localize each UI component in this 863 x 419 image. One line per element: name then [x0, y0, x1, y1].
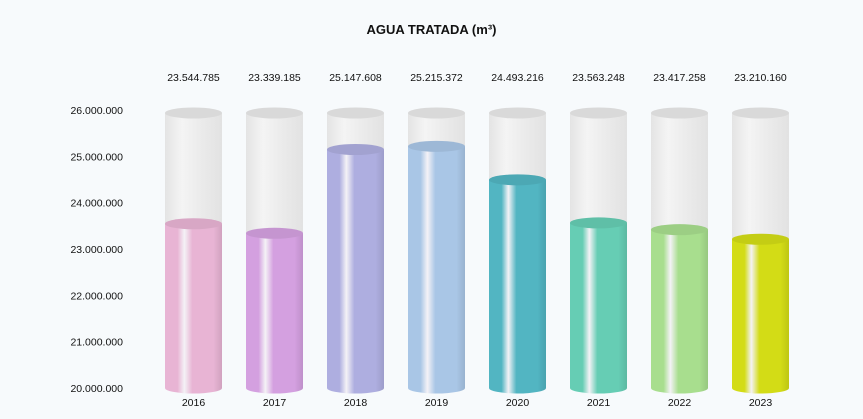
bar-empty-cap	[246, 107, 303, 119]
bar	[732, 239, 789, 388]
y-tick-label: 24.000.000	[70, 198, 123, 210]
bar-empty-cap	[408, 107, 465, 119]
bar-base	[165, 382, 222, 394]
bar-top-cap	[651, 224, 708, 236]
bar	[651, 229, 708, 388]
x-tick-label: 2019	[425, 397, 449, 409]
data-label: 24.493.216	[491, 72, 544, 84]
bar-empty-cap	[489, 107, 546, 119]
data-label: 25.147.608	[329, 72, 382, 84]
bar-empty-cap	[651, 107, 708, 119]
data-label: 23.544.785	[167, 72, 220, 84]
x-tick-label: 2023	[749, 397, 773, 409]
bar	[165, 223, 222, 388]
bar-base	[246, 382, 303, 394]
bar-top-cap	[327, 143, 384, 155]
bar-base	[408, 382, 465, 394]
bar	[489, 179, 546, 388]
x-tick-label: 2018	[344, 397, 368, 409]
x-tick-label: 2021	[587, 397, 611, 409]
data-label: 25.215.372	[410, 72, 463, 84]
y-tick-label: 21.000.000	[70, 337, 123, 349]
bar-empty-cap	[570, 107, 627, 119]
bar-top-cap	[408, 140, 465, 152]
x-tick-label: 2016	[182, 397, 206, 409]
bar-top-cap	[165, 218, 222, 230]
x-tick-label: 2020	[506, 397, 530, 409]
y-tick-label: 25.000.000	[70, 151, 123, 163]
bar-empty-cap	[327, 107, 384, 119]
bar-base	[651, 382, 708, 394]
y-tick-label: 23.000.000	[70, 244, 123, 256]
bar	[408, 146, 465, 388]
bar-top-cap	[489, 174, 546, 186]
data-label: 23.563.248	[572, 72, 625, 84]
bar-base	[489, 382, 546, 394]
bar	[327, 149, 384, 388]
bar-top-cap	[570, 217, 627, 229]
y-tick-label: 20.000.000	[70, 383, 123, 395]
y-tick-label: 22.000.000	[70, 290, 123, 302]
bar-top-cap	[246, 227, 303, 239]
data-label: 23.210.160	[734, 72, 787, 84]
bar-empty-cap	[165, 107, 222, 119]
bar-base	[732, 382, 789, 394]
bar	[570, 222, 627, 388]
x-tick-label: 2022	[668, 397, 692, 409]
bar-empty-cap	[732, 107, 789, 119]
bar-base	[570, 382, 627, 394]
y-tick-label: 26.000.000	[70, 105, 123, 117]
x-tick-label: 2017	[263, 397, 287, 409]
chart-title: AGUA TRATADA (m³)	[366, 22, 497, 37]
data-label: 23.417.258	[653, 72, 706, 84]
bar-top-cap	[732, 233, 789, 245]
bar	[246, 233, 303, 388]
bar-base	[327, 382, 384, 394]
data-label: 23.339.185	[248, 72, 301, 84]
